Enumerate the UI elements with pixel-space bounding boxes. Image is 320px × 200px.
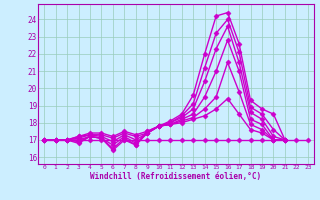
X-axis label: Windchill (Refroidissement éolien,°C): Windchill (Refroidissement éolien,°C) (91, 172, 261, 181)
